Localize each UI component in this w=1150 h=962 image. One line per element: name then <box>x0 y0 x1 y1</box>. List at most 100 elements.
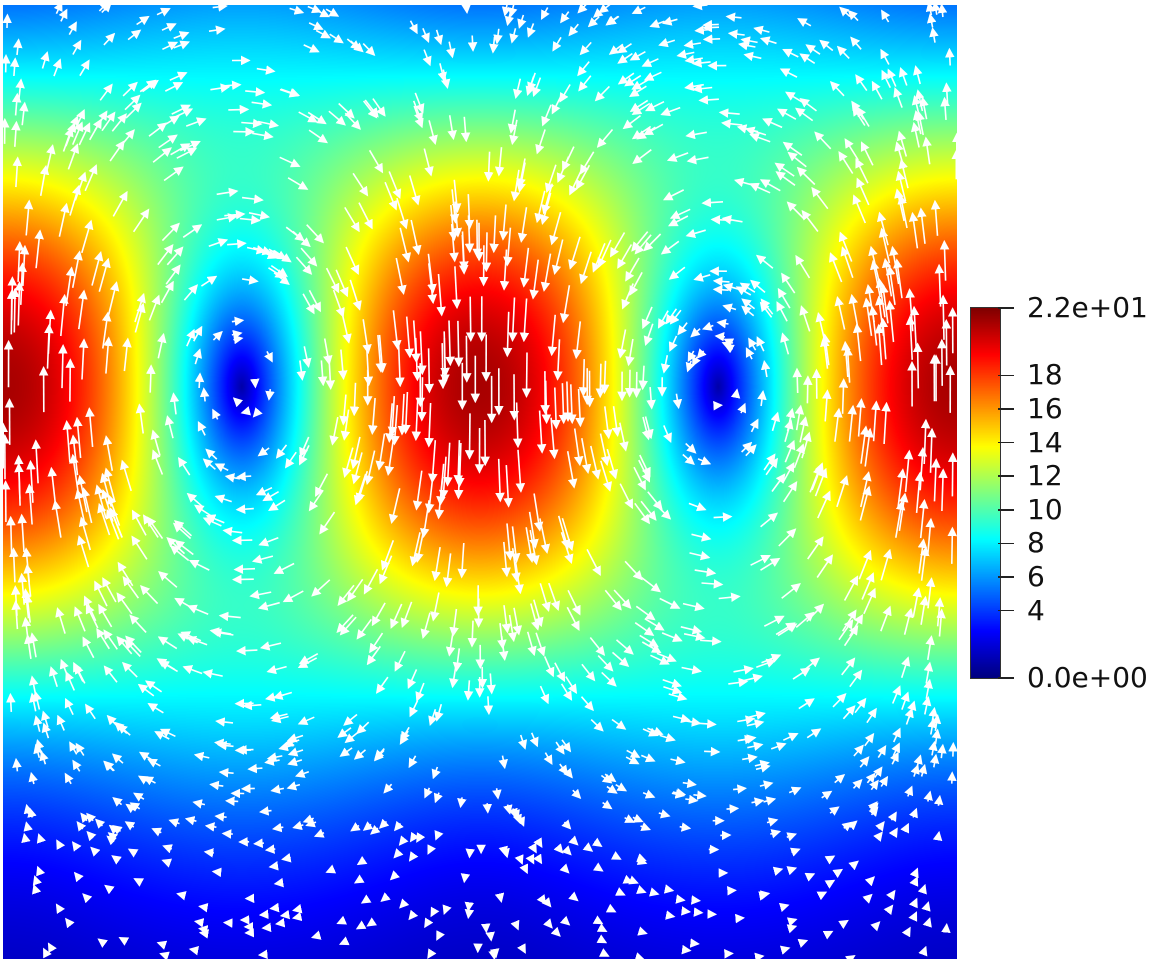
velocity-arrow <box>449 666 459 689</box>
velocity-arrow <box>839 6 851 18</box>
velocity-arrow <box>685 442 697 454</box>
velocity-arrow <box>164 82 184 92</box>
velocity-arrow <box>329 33 344 44</box>
velocity-arrow <box>98 5 110 12</box>
velocity-arrow <box>512 607 523 636</box>
velocity-arrow <box>631 78 650 90</box>
velocity-arrow <box>275 917 286 928</box>
velocity-arrow <box>757 390 767 407</box>
velocity-arrow <box>704 746 721 757</box>
velocity-arrow <box>760 512 779 528</box>
velocity-arrow <box>689 550 711 561</box>
velocity-arrow <box>539 583 551 613</box>
velocity-arrow <box>43 947 52 959</box>
velocity-arrow <box>31 439 42 484</box>
velocity-arrow <box>770 411 780 432</box>
velocity-arrow <box>44 323 54 369</box>
velocity-arrow <box>917 883 927 895</box>
velocity-arrow <box>225 796 239 807</box>
velocity-arrow <box>197 420 207 436</box>
colorbar-tick <box>998 441 1014 444</box>
velocity-arrow <box>911 95 922 118</box>
colorbar-tick-label: 10 <box>1027 492 1063 526</box>
velocity-arrow <box>278 741 295 752</box>
velocity-arrow <box>547 314 558 357</box>
velocity-arrow <box>681 944 692 955</box>
velocity-arrow <box>692 5 708 11</box>
velocity-arrow <box>9 547 19 583</box>
velocity-arrow <box>908 911 918 922</box>
velocity-arrow <box>258 909 269 920</box>
velocity-arrow <box>781 583 801 599</box>
velocity-arrow <box>580 696 594 712</box>
velocity-arrow <box>266 664 287 675</box>
velocity-arrow <box>908 807 918 819</box>
velocity-arrow <box>28 675 39 696</box>
velocity-arrow <box>103 336 113 374</box>
velocity-arrow <box>681 665 702 675</box>
velocity-arrow <box>534 190 546 224</box>
velocity-arrow <box>775 171 796 186</box>
velocity-arrow <box>47 942 57 954</box>
velocity-arrow <box>931 5 941 15</box>
velocity-arrow <box>71 250 83 288</box>
velocity-arrow <box>101 111 116 132</box>
velocity-arrow <box>166 246 184 266</box>
velocity-arrow <box>10 287 20 333</box>
velocity-arrow <box>525 853 535 865</box>
velocity-arrow <box>637 926 648 936</box>
velocity-arrow <box>279 88 300 98</box>
velocity-arrow <box>133 792 145 802</box>
velocity-arrow <box>762 118 783 129</box>
velocity-arrow <box>629 272 643 296</box>
velocity-arrow <box>600 774 613 784</box>
velocity-arrow <box>419 500 430 539</box>
velocity-arrow <box>771 473 786 492</box>
velocity-arrow <box>400 726 410 742</box>
velocity-arrow <box>772 866 784 876</box>
velocity-arrow <box>122 575 140 599</box>
velocity-arrow <box>854 697 867 714</box>
velocity-arrow <box>759 780 774 790</box>
velocity-arrow <box>553 339 563 381</box>
velocity-arrow <box>596 934 608 944</box>
velocity-arrow <box>465 848 476 859</box>
velocity-arrow <box>458 234 469 275</box>
velocity-arrow <box>273 272 290 285</box>
velocity-arrow <box>847 9 859 22</box>
velocity-arrow <box>58 202 70 237</box>
velocity-arrow <box>218 767 234 778</box>
velocity-arrow <box>689 938 700 948</box>
velocity-arrow <box>649 19 665 29</box>
velocity-arrow <box>926 427 937 473</box>
velocity-arrow <box>23 593 33 623</box>
velocity-arrow <box>40 51 50 69</box>
velocity-arrow <box>94 580 108 607</box>
velocity-arrow <box>659 733 676 743</box>
velocity-arrow <box>629 51 646 61</box>
velocity-arrow <box>257 446 270 457</box>
velocity-arrow <box>795 254 811 279</box>
velocity-arrow <box>536 894 547 905</box>
velocity-arrow <box>777 623 798 637</box>
velocity-arrow <box>483 151 494 182</box>
velocity-arrow <box>431 546 441 582</box>
velocity-arrow <box>502 311 513 358</box>
velocity-arrow <box>385 403 395 443</box>
velocity-arrow <box>32 883 42 895</box>
velocity-arrow <box>84 164 98 192</box>
velocity-arrow <box>606 784 618 794</box>
velocity-arrow <box>407 669 418 689</box>
velocity-arrow <box>779 68 798 78</box>
velocity-arrow <box>792 667 811 680</box>
velocity-arrow <box>529 732 539 748</box>
colorbar-tick-label: 4 <box>1027 593 1045 627</box>
velocity-arrow <box>804 872 816 882</box>
velocity-arrow <box>894 188 905 222</box>
velocity-arrow <box>517 734 528 750</box>
velocity-arrow <box>920 418 931 465</box>
velocity-arrow <box>617 72 635 85</box>
velocity-arrow <box>55 903 66 915</box>
velocity-arrow <box>256 65 276 75</box>
velocity-arrow <box>337 727 352 738</box>
